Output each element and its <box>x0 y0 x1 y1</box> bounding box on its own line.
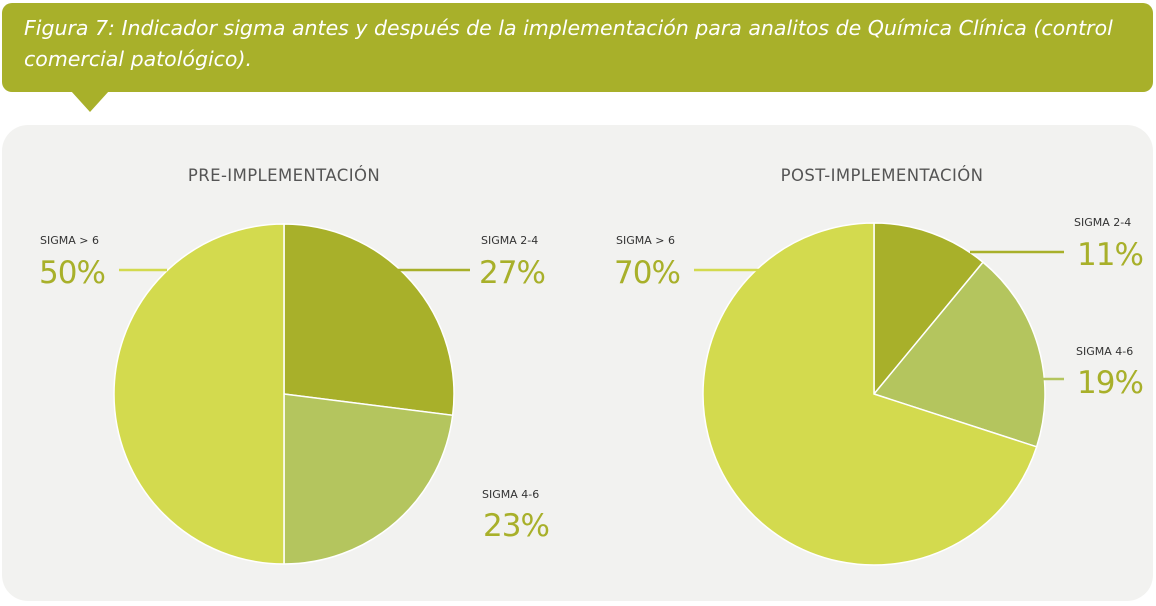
label-post-sigma-2-4: SIGMA 2-4 <box>1074 216 1131 229</box>
pie-pre-implementacion: PRE-IMPLEMENTACIÓN SIGMA 2-4 27% SIGMA 4… <box>39 166 550 565</box>
pie-slice-post-sigma-2-4 <box>873 222 985 397</box>
label-pre-sigma-2-4: SIGMA 2-4 <box>481 234 538 247</box>
chart-title-pre: PRE-IMPLEMENTACIÓN <box>188 166 380 185</box>
label-pre-sigma-4-6: SIGMA 4-6 <box>482 488 539 501</box>
label-post-sigma-4-6: SIGMA 4-6 <box>1076 345 1133 358</box>
chart-title-post: POST-IMPLEMENTACIÓN <box>781 166 984 185</box>
value-pre-sigma-gt-6: 50% <box>39 255 105 291</box>
pie-slice-pre-sigma-gt-6 <box>113 223 285 565</box>
value-post-sigma-4-6: 19% <box>1077 365 1143 401</box>
figure-caption: Figura 7: Indicador sigma antes y despué… <box>24 16 1113 71</box>
pie-slice-post-sigma-gt-6 <box>702 222 1038 566</box>
pie-post-implementacion: POST-IMPLEMENTACIÓN SIGMA 2-4 11% SIGMA … <box>614 166 1144 566</box>
figure-caption-banner: Figura 7: Indicador sigma antes y despué… <box>2 3 1153 92</box>
pie-slice-post-sigma-4-6 <box>872 261 1046 448</box>
value-post-sigma-2-4: 11% <box>1077 237 1143 273</box>
label-post-sigma-gt-6: SIGMA > 6 <box>616 234 675 247</box>
value-pre-sigma-4-6: 23% <box>483 508 549 544</box>
pie-slice-pre-sigma-2-4 <box>283 223 455 417</box>
pie-slice-pre-sigma-4-6 <box>283 393 454 565</box>
value-pre-sigma-2-4: 27% <box>479 255 545 291</box>
banner-pointer <box>71 91 109 112</box>
value-post-sigma-gt-6: 70% <box>614 255 680 291</box>
label-pre-sigma-gt-6: SIGMA > 6 <box>40 234 99 247</box>
